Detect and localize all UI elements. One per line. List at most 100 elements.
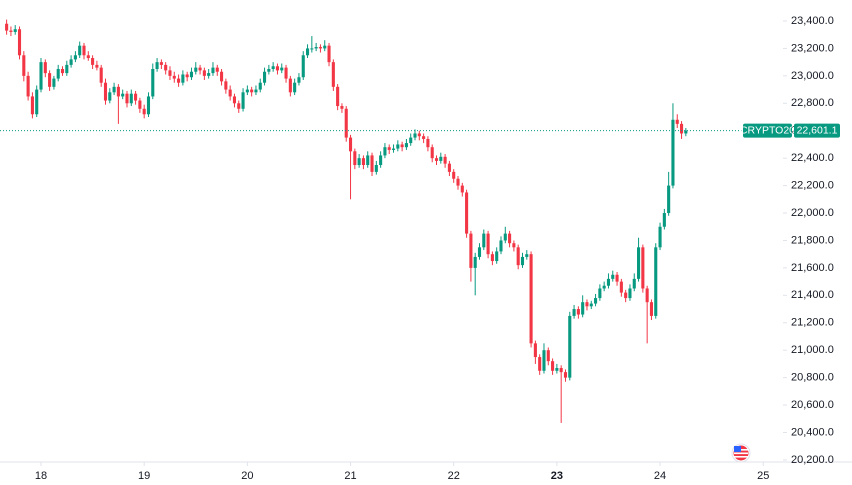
candle-body (9, 30, 13, 32)
candle-body (39, 62, 43, 90)
candle-body (675, 119, 679, 124)
y-tick-label: 20,200.0 (791, 454, 834, 466)
candle-body (568, 315, 572, 378)
candle-body (473, 256, 477, 268)
candle-body (65, 64, 69, 74)
candle-body (391, 148, 396, 150)
candle-body (241, 92, 245, 109)
candle-body (563, 372, 568, 378)
y-tick-label: 20,600.0 (791, 399, 834, 411)
candle-body (56, 68, 60, 79)
candle-body (520, 256, 525, 266)
candle-body (671, 119, 675, 186)
candle-body (125, 93, 129, 104)
candle-body (164, 64, 168, 71)
candle-body (508, 233, 512, 244)
candle-body (323, 45, 327, 49)
symbol-tag (743, 123, 792, 138)
candle-body (641, 247, 645, 289)
candle-body (585, 302, 589, 307)
candle-body (138, 100, 142, 109)
candle-body (327, 45, 331, 63)
candle-body (628, 288, 632, 299)
candle-body (611, 274, 615, 279)
candle-body (662, 213, 666, 227)
candle-body (26, 75, 30, 97)
candle-body (572, 309, 576, 316)
candle-body (194, 67, 198, 72)
candle-body (452, 171, 456, 179)
candle-body (477, 247, 482, 257)
candle-body (112, 86, 116, 93)
candle-body (331, 62, 335, 87)
candle-body (254, 89, 258, 93)
symbol-label: CRYPTO20 (740, 124, 795, 136)
candle-body (456, 178, 460, 186)
candle-body (400, 144, 404, 148)
candle-body (91, 58, 95, 65)
candle-body (499, 240, 503, 252)
candle-body (361, 158, 365, 166)
candle-body (379, 155, 383, 166)
candle-body (366, 155, 370, 166)
candle-body (348, 137, 353, 152)
x-tick-label: 25 (757, 470, 769, 482)
candle-body (134, 93, 138, 101)
x-tick-label: 22 (448, 470, 460, 482)
candle-body (555, 368, 559, 371)
candle-body (228, 89, 232, 97)
candle-body (146, 96, 151, 115)
candle-body (357, 158, 361, 166)
candle-body (598, 288, 602, 299)
candle-body (404, 143, 408, 148)
candle-body (129, 93, 133, 104)
candle-body (48, 73, 52, 87)
y-tick-label: 21,200.0 (791, 317, 834, 329)
candle-body (142, 108, 146, 115)
candle-body (82, 45, 86, 56)
candle-body (370, 155, 374, 172)
candle-body (679, 123, 684, 134)
y-tick-label: 22,800.0 (791, 97, 834, 109)
candle-body (503, 233, 507, 241)
candle-body (439, 156, 443, 161)
candle-body (469, 233, 473, 268)
candle-body (224, 81, 228, 90)
candle-body (482, 233, 486, 248)
candle-body (159, 62, 163, 65)
y-tick-label: 20,400.0 (791, 426, 834, 438)
candle-body (551, 361, 555, 371)
candle-body (151, 68, 155, 97)
flag-icon (731, 443, 751, 463)
candle-body (581, 302, 585, 315)
candle-body (374, 165, 378, 172)
candle-body (172, 75, 176, 79)
x-tick-label: 23 (551, 470, 563, 482)
candle-body (430, 147, 434, 159)
candle-body (559, 368, 563, 373)
candle-body (396, 144, 400, 149)
candle-body (340, 106, 344, 109)
candle-body (17, 29, 22, 56)
candle-body (409, 137, 413, 144)
candle-body (293, 82, 297, 93)
candle-body (594, 298, 598, 304)
candle-body (538, 357, 542, 371)
candle-body (73, 55, 77, 60)
candle-body (52, 78, 56, 87)
candle-body (413, 133, 417, 138)
candle-body (60, 68, 65, 74)
y-tick-label: 22,200.0 (791, 180, 834, 192)
candle-body (318, 47, 322, 49)
candle-body (284, 67, 288, 79)
candle-body (637, 247, 641, 279)
candle-body (250, 89, 254, 93)
candle-body (267, 68, 271, 72)
x-tick-label: 20 (241, 470, 253, 482)
candle-body (99, 67, 103, 83)
candle-body (297, 77, 301, 83)
candle-body (533, 343, 537, 358)
price-tag (794, 123, 840, 138)
